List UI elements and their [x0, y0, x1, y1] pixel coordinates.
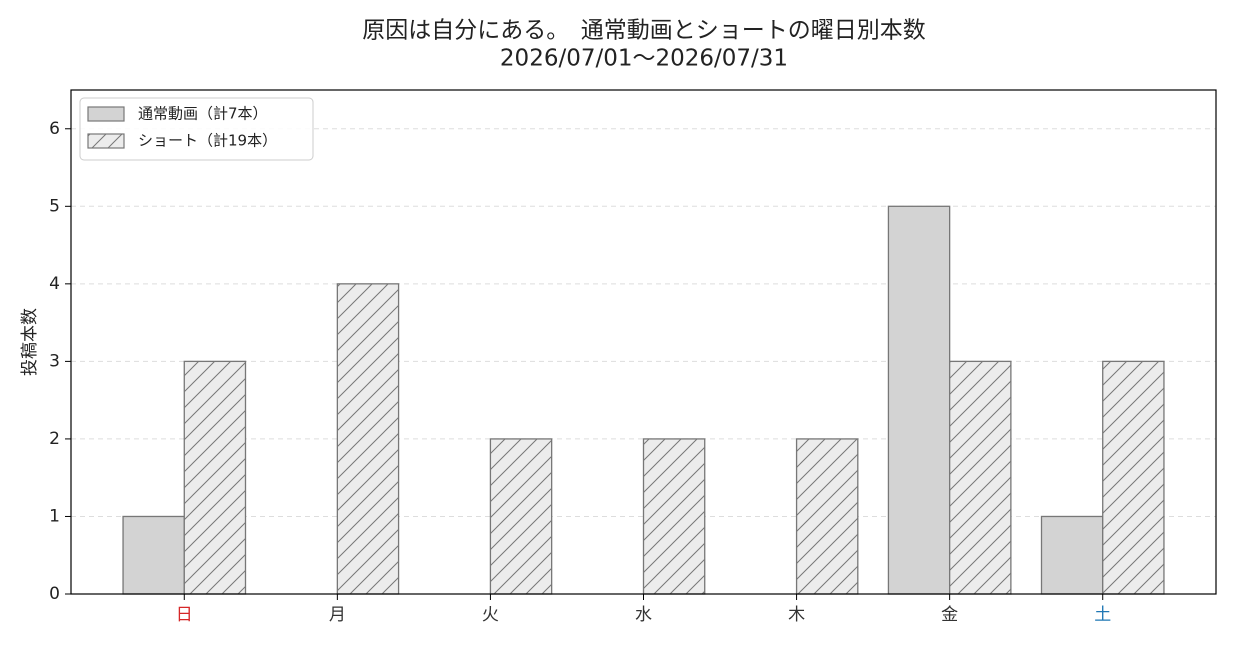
x-tick-label: 土 [1094, 605, 1111, 625]
x-tick-label: 月 [329, 605, 346, 625]
x-tick-label: 金 [941, 605, 958, 625]
legend-swatch [87, 106, 125, 122]
chart-subtitle: 2026/07/01〜2026/07/31 [500, 46, 788, 72]
y-tick-label: 5 [49, 196, 60, 216]
x-tick-label: 水 [635, 605, 652, 625]
y-tick-label: 4 [49, 274, 60, 294]
legend: 通常動画（計7本） ショート（計19本） [79, 97, 314, 161]
x-tick-label: 火 [482, 605, 499, 625]
y-tick-label: 0 [49, 584, 60, 604]
bar [887, 205, 951, 595]
legend-swatch [87, 133, 125, 149]
y-tick-label: 6 [49, 119, 60, 139]
bar [948, 360, 1012, 595]
bar [1040, 515, 1104, 595]
x-tick-label: 日 [176, 605, 193, 625]
bar [1102, 360, 1165, 595]
bar [489, 438, 553, 595]
bar [336, 283, 400, 595]
y-tick-label: 2 [49, 429, 60, 449]
y-tick-label: 3 [49, 351, 60, 371]
bar [642, 438, 706, 595]
legend-box [79, 97, 314, 161]
chart-title: 原因は自分にある。 通常動画とショートの曜日別本数 [362, 18, 926, 44]
bar [795, 438, 859, 595]
bar [122, 515, 185, 595]
plot-frame [70, 89, 1217, 595]
legend-label: ショート（計19本） [138, 132, 277, 150]
legend-label: 通常動画（計7本） [138, 105, 268, 123]
y-axis-label: 投稿本数 [20, 308, 40, 376]
x-tick-label: 木 [788, 605, 805, 625]
bar [183, 360, 247, 595]
y-tick-label: 1 [49, 506, 60, 526]
